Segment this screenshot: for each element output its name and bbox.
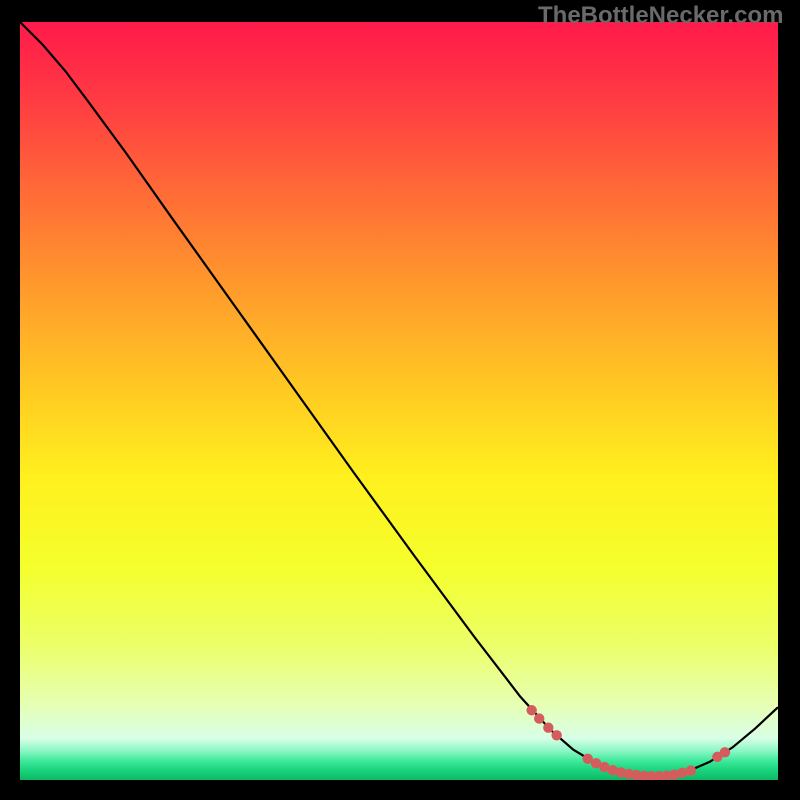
highlight-dot (551, 730, 561, 740)
highlight-dot (720, 747, 730, 757)
gradient-background (20, 22, 778, 780)
watermark-text: TheBottleNecker.com (538, 2, 783, 30)
highlight-dot (686, 765, 696, 775)
highlight-dot (543, 723, 553, 733)
highlight-dot (526, 705, 536, 715)
plot-area (20, 22, 778, 780)
chart-canvas: TheBottleNecker.com (0, 0, 800, 800)
highlight-dot (534, 713, 544, 723)
